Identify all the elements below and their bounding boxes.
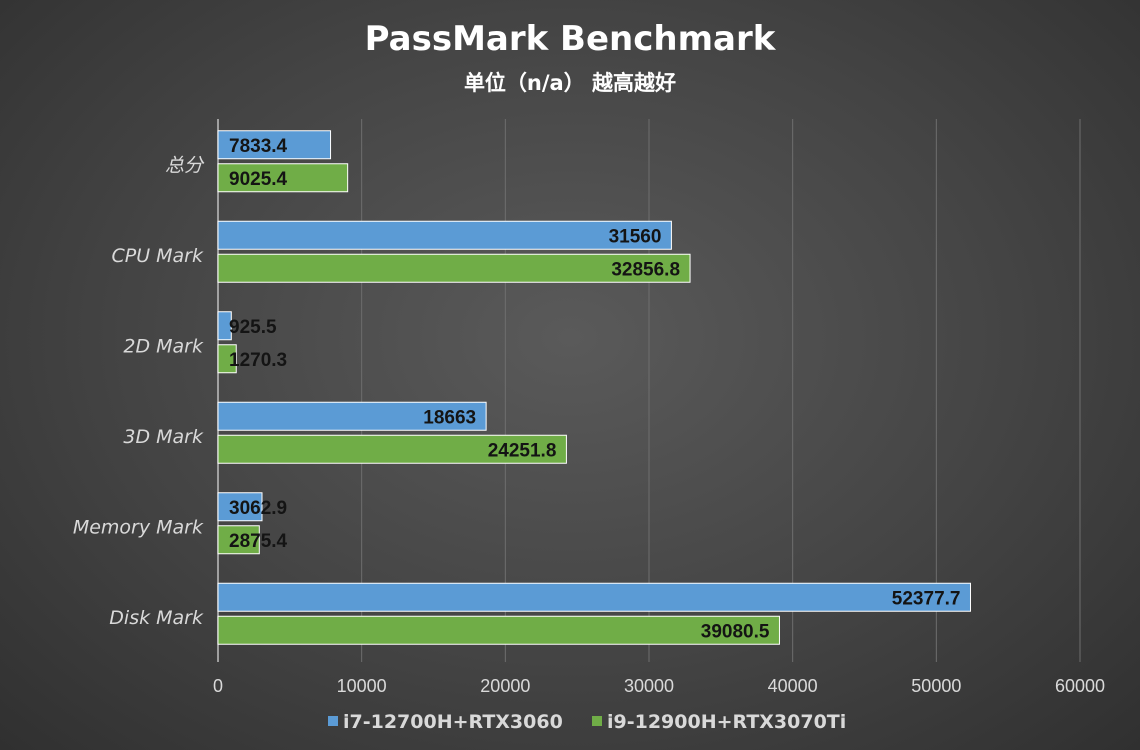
- data-label: 32856.8: [611, 259, 680, 280]
- bar: [217, 130, 332, 160]
- chart-subtitle: 单位（n/a） 越高越好: [464, 71, 676, 95]
- x-tick-label: 10000: [337, 676, 387, 696]
- category-label: 2D Mark: [123, 335, 204, 357]
- category-label: Memory Mark: [73, 516, 204, 538]
- bar: [217, 253, 691, 283]
- legend: i7-12700H+RTX3060 i9-12900H+RTX3070Ti: [328, 711, 846, 733]
- category-label: 3D Mark: [123, 426, 204, 448]
- x-tick-label: 50000: [911, 676, 961, 696]
- legend-swatch: [592, 716, 602, 726]
- bar: [217, 615, 780, 645]
- bar: [217, 163, 349, 193]
- bar: [217, 220, 672, 250]
- data-label: 24251.8: [488, 440, 557, 461]
- gridlines: [217, 119, 1081, 662]
- data-label: 925.5: [229, 317, 277, 338]
- data-label: 18663: [423, 407, 476, 428]
- bar: [217, 492, 263, 522]
- legend-swatch: [328, 716, 338, 726]
- bar: [217, 582, 971, 612]
- data-label: 39080.5: [701, 621, 770, 642]
- bars-group: 7833.4 9025.4 31560 32856.8 925.5 1270.3 18663…: [217, 130, 971, 645]
- bar: [217, 401, 487, 431]
- data-label: 2875.4: [229, 531, 288, 552]
- data-label: 1270.3: [229, 350, 287, 371]
- chart-title: PassMark Benchmark: [365, 19, 777, 59]
- x-tick-labels: 0 10000 20000 30000 40000 50000 60000: [213, 676, 1105, 696]
- bar: [217, 344, 237, 374]
- x-tick-label: 30000: [624, 676, 674, 696]
- bar: [217, 525, 260, 555]
- x-tick-label: 60000: [1055, 676, 1105, 696]
- data-label: 31560: [609, 226, 662, 247]
- category-label: 总分: [165, 154, 205, 176]
- x-tick-label: 20000: [480, 676, 530, 696]
- bar: [217, 434, 567, 464]
- data-label: 3062.9: [229, 498, 287, 519]
- data-label: 9025.4: [229, 169, 288, 190]
- category-label: Disk Mark: [109, 607, 204, 629]
- legend-label: i7-12700H+RTX3060: [343, 711, 563, 733]
- data-label: 52377.7: [892, 588, 961, 609]
- category-labels: 总分 CPU Mark 2D Mark 3D Mark Memory Mark Disk …: [73, 154, 205, 629]
- x-tick-label: 0: [213, 676, 223, 696]
- bar: [217, 311, 232, 341]
- category-label: CPU Mark: [111, 245, 204, 267]
- legend-label: i9-12900H+RTX3070Ti: [607, 711, 846, 733]
- data-label: 7833.4: [229, 136, 288, 157]
- x-tick-label: 40000: [768, 676, 818, 696]
